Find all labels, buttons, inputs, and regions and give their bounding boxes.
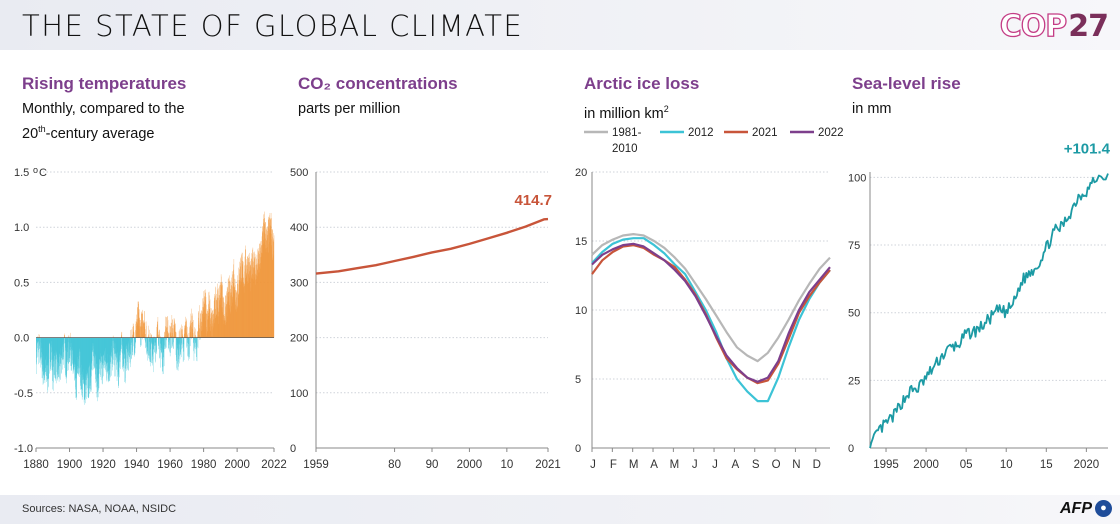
x-tick-label: 10	[500, 459, 513, 471]
temperature-panel-title: Rising temperatures	[22, 74, 187, 93]
logo-number: 27	[1068, 9, 1109, 44]
afp-logo: AFP	[1060, 500, 1092, 517]
x-tick-label: 2020	[1074, 459, 1100, 471]
y-tick-label: 0	[290, 443, 296, 455]
x-tick-label: A	[650, 459, 658, 471]
cop27-logo: COP27	[999, 8, 1109, 44]
footer-band	[0, 495, 1120, 524]
x-tick-label: 1980	[191, 459, 217, 471]
legend-label: 1981-	[612, 127, 642, 139]
y-tick-label: 1.5	[14, 167, 29, 179]
y-tick-label: 200	[290, 333, 308, 345]
x-tick-label: 1920	[90, 459, 116, 471]
x-tick-label: 1960	[157, 459, 183, 471]
y-tick-label: 100	[290, 388, 308, 400]
y-tick-label: 0.5	[14, 277, 29, 289]
ice-series-line	[591, 237, 831, 403]
x-tick-label: 2000	[913, 459, 939, 471]
co2-panel-subtitle: parts per million	[298, 101, 401, 117]
y-tick-label: 300	[290, 277, 308, 289]
co2-panel-title: CO₂ concentrations	[298, 74, 458, 93]
legend-label: 2012	[688, 127, 714, 139]
x-tick-label: 2000	[224, 459, 250, 471]
subtitle-sup: th	[38, 124, 46, 134]
ice-panel-subtitle: in million km2	[584, 99, 669, 124]
x-tick-label: M	[670, 459, 680, 471]
ice-series-line	[591, 244, 831, 385]
x-tick-label: 2000	[457, 459, 483, 471]
sea-panel-subtitle: in mm	[852, 101, 892, 117]
y-tick-label: -0.5	[14, 388, 33, 400]
sea-level-end-label: +101.4	[1064, 141, 1111, 158]
legend-label: 2010	[612, 143, 638, 155]
header-band: THE STATE OF GLOBAL CLIMATE COP27	[0, 0, 1120, 50]
sources-text: Sources: NASA, NOAA, NSIDC	[22, 503, 177, 515]
y-tick-label: 25	[848, 375, 860, 387]
temperature-panel-subtitle: Monthly, compared to the 20th-century av…	[22, 99, 185, 144]
x-tick-label: J	[692, 459, 698, 471]
y-tick-label: 50	[848, 308, 860, 320]
x-tick-label: F	[610, 459, 617, 471]
unit-degree-mark: o	[33, 165, 38, 175]
x-tick-label: 90	[426, 459, 439, 471]
x-tick-label: N	[792, 459, 800, 471]
page-title: THE STATE OF GLOBAL CLIMATE	[22, 9, 524, 43]
x-tick-label: 1880	[23, 459, 49, 471]
logo-text: COP	[999, 8, 1068, 44]
unit-label: C	[39, 167, 47, 179]
subtitle-part: -century average	[45, 125, 155, 142]
co2-chart: 500 400 300 200 100 0 414.7 1959 80 90 2000 10 2021	[290, 167, 561, 471]
sea-panel-title: Sea-level rise	[852, 74, 961, 93]
y-tick-label: 10	[575, 305, 587, 317]
y-tick-label: -1.0	[14, 443, 33, 455]
sea-level-chart: 100 75 50 25 0 +101.4 1995 2000 05 10 15 2020	[848, 141, 1111, 471]
x-tick-label: 2021	[535, 459, 561, 471]
subtitle-part: in million km	[584, 105, 664, 122]
y-tick-label: 20	[575, 167, 587, 179]
co2-line	[315, 217, 549, 275]
subtitle-sup: 2	[663, 104, 669, 114]
x-tick-label: 1959	[303, 459, 329, 471]
sea-level-line	[869, 173, 1109, 449]
y-tick-label: 0	[575, 443, 581, 455]
x-tick-label: 10	[1000, 459, 1013, 471]
ice-series-line	[591, 233, 831, 363]
x-tick-label: 80	[388, 459, 401, 471]
ice-series-line	[591, 242, 831, 383]
x-tick-label: D	[813, 459, 821, 471]
y-tick-label: 100	[848, 172, 866, 184]
y-tick-label: 0.0	[14, 333, 29, 345]
x-tick-label: J	[590, 459, 596, 471]
y-tick-label: 400	[290, 222, 308, 234]
x-tick-label: A	[732, 459, 740, 471]
temperature-subtitle-line2: 20th-century average	[22, 119, 185, 144]
temperature-chart: 1.5 1.0 0.5 0.0 -0.5 -1.0 o C 1880 1900 1920 1940 19…	[14, 165, 287, 471]
legend-label: 2021	[752, 127, 778, 139]
ice-panel-title: Arctic ice loss	[584, 74, 700, 93]
y-tick-label: 5	[575, 374, 581, 386]
afp-logo-mark: ●	[1095, 500, 1112, 517]
temperature-subtitle-line1: Monthly, compared to the	[22, 101, 185, 117]
x-tick-label: 15	[1040, 459, 1053, 471]
x-tick-label: 1900	[57, 459, 83, 471]
y-tick-label: 0	[848, 443, 854, 455]
x-tick-label: S	[752, 459, 760, 471]
y-tick-label: 75	[848, 240, 860, 252]
subtitle-part: 20	[22, 125, 39, 142]
x-tick-label: O	[772, 459, 781, 471]
x-tick-label: 2022	[261, 459, 287, 471]
x-tick-label: 1995	[873, 459, 899, 471]
x-tick-label: 1940	[124, 459, 150, 471]
x-tick-label: 05	[960, 459, 973, 471]
legend-label: 2022	[818, 127, 844, 139]
y-tick-label: 15	[575, 236, 587, 248]
y-tick-label: 500	[290, 167, 308, 179]
x-tick-label: J	[712, 459, 718, 471]
x-tick-label: M	[629, 459, 639, 471]
co2-end-label: 414.7	[514, 192, 552, 209]
y-tick-label: 1.0	[14, 222, 29, 234]
